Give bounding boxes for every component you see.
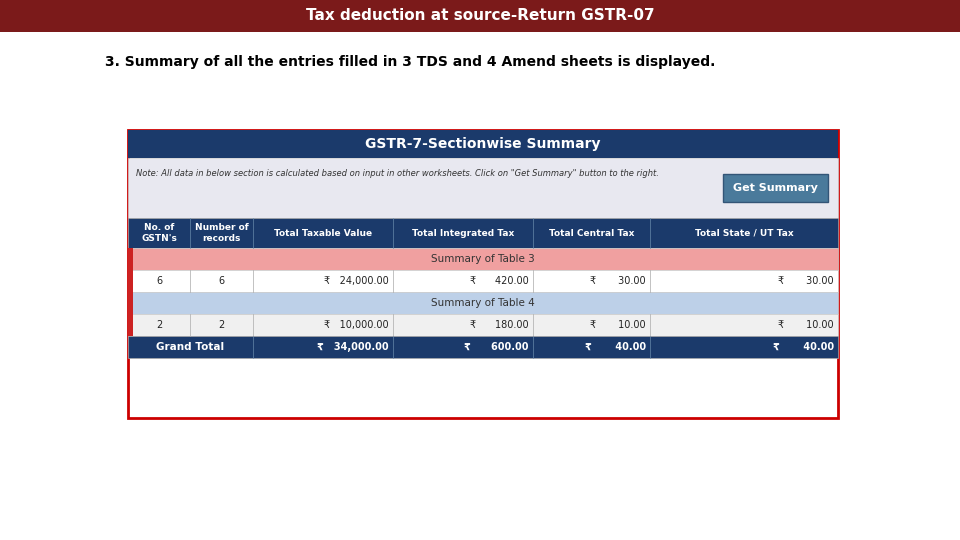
- Text: ₹       40.00: ₹ 40.00: [585, 342, 646, 352]
- Text: ₹       40.00: ₹ 40.00: [773, 342, 834, 352]
- Text: ₹   34,000.00: ₹ 34,000.00: [317, 342, 389, 352]
- Text: ₹   24,000.00: ₹ 24,000.00: [324, 276, 389, 286]
- Text: Grand Total: Grand Total: [156, 342, 225, 352]
- Text: Total Integrated Tax: Total Integrated Tax: [412, 228, 514, 238]
- Text: 2: 2: [156, 320, 162, 330]
- Text: ₹       10.00: ₹ 10.00: [779, 320, 834, 330]
- Text: ₹       30.00: ₹ 30.00: [779, 276, 834, 286]
- Text: ₹      420.00: ₹ 420.00: [470, 276, 529, 286]
- Text: 6: 6: [156, 276, 162, 286]
- Text: Total Central Tax: Total Central Tax: [548, 228, 634, 238]
- Text: Get Summary: Get Summary: [732, 183, 817, 193]
- Text: Number of
records: Number of records: [195, 224, 249, 242]
- Text: 2: 2: [219, 320, 225, 330]
- Text: ₹      600.00: ₹ 600.00: [465, 342, 529, 352]
- Text: GSTR-7-Sectionwise Summary: GSTR-7-Sectionwise Summary: [365, 137, 601, 151]
- Text: Total State / UT Tax: Total State / UT Tax: [695, 228, 793, 238]
- Text: Total Taxable Value: Total Taxable Value: [274, 228, 372, 238]
- Text: 3. Summary of all the entries filled in 3 TDS and 4 Amend sheets is displayed.: 3. Summary of all the entries filled in …: [105, 55, 715, 69]
- Text: ₹      180.00: ₹ 180.00: [470, 320, 529, 330]
- Text: Tax deduction at source-Return GSTR-07: Tax deduction at source-Return GSTR-07: [305, 9, 655, 24]
- Text: ₹       10.00: ₹ 10.00: [590, 320, 646, 330]
- Text: ₹       30.00: ₹ 30.00: [590, 276, 646, 286]
- Text: No. of
GSTN's: No. of GSTN's: [141, 224, 178, 242]
- Text: Summary of Table 3: Summary of Table 3: [431, 254, 535, 264]
- Text: ₹   10,000.00: ₹ 10,000.00: [324, 320, 389, 330]
- Text: 6: 6: [219, 276, 225, 286]
- Text: Summary of Table 4: Summary of Table 4: [431, 298, 535, 308]
- Text: Note: All data in below section is calculated based on input in other worksheets: Note: All data in below section is calcu…: [136, 168, 659, 178]
